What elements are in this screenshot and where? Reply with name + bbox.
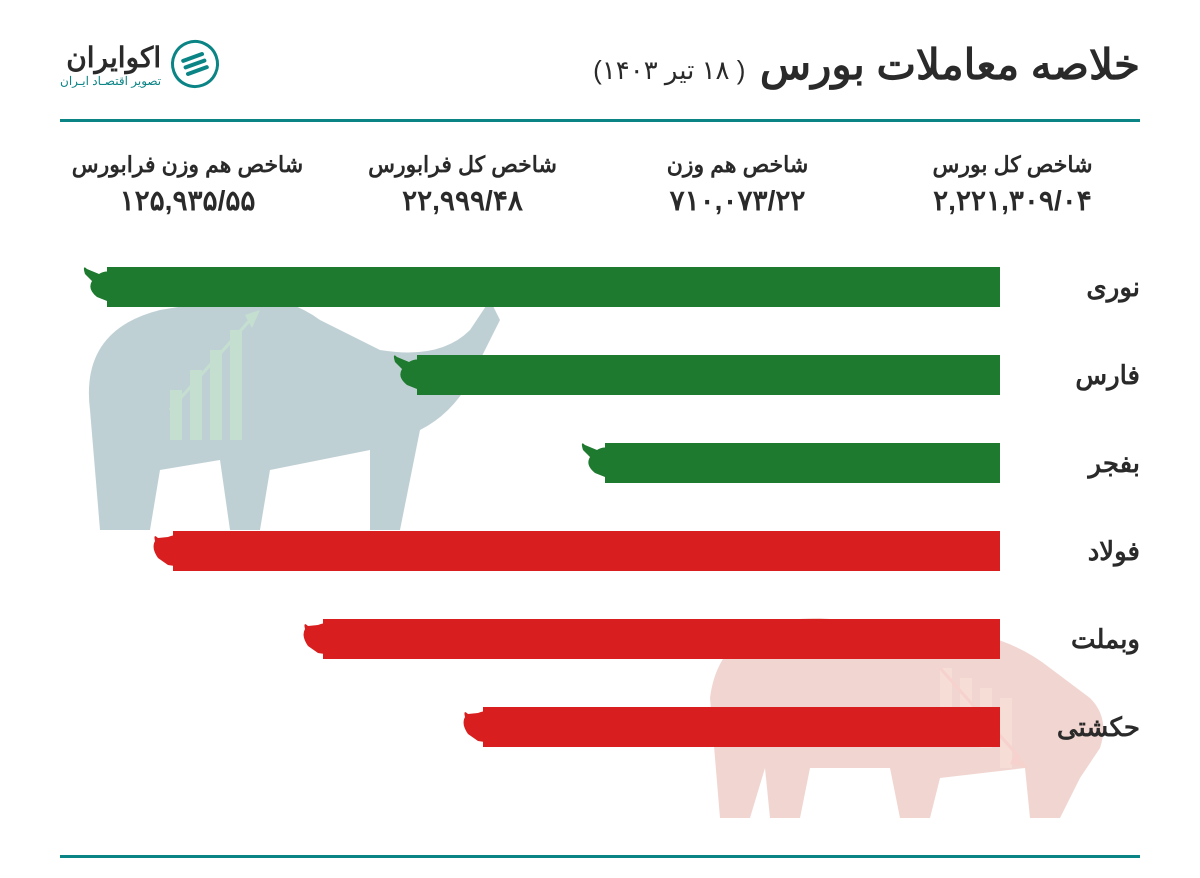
footer-divider xyxy=(60,855,1140,858)
header-divider xyxy=(60,119,1140,122)
bear-head-icon xyxy=(143,523,198,578)
logo-icon xyxy=(164,33,226,95)
loser-bar-row: فولاد xyxy=(60,521,1140,581)
logo-text: اکوایران xyxy=(60,41,161,74)
indices-row: شاخص کل بورس ۲,۲۲۱,۳۰۹/۰۴ شاخص هم وزن ۷۱… xyxy=(0,152,1200,217)
bear-head-icon xyxy=(293,611,348,666)
index-equal-weight-farabourse: شاخص هم وزن فرابورس ۱۲۵,۹۳۵/۵۵ xyxy=(60,152,315,217)
date-subtitle: ( ۱۸ تیر ۱۴۰۳) xyxy=(593,55,745,85)
bear-head-icon xyxy=(453,699,508,754)
logo-subtext: تصویر اقتصـاد ایـران xyxy=(60,74,161,88)
bull-head-icon xyxy=(575,435,630,490)
header: خلاصه معاملات بورس ( ۱۸ تیر ۱۴۰۳) اکوایر… xyxy=(0,0,1200,109)
index-total-farabourse: شاخص کل فرابورس ۲۲,۹۹۹/۴۸ xyxy=(335,152,590,217)
page-title: خلاصه معاملات بورس xyxy=(760,41,1140,88)
loser-bar-row: حکشتی xyxy=(60,697,1140,757)
logo: اکوایران تصویر اقتصـاد ایـران xyxy=(60,40,219,88)
loser-bar xyxy=(483,707,1000,747)
gainer-bar xyxy=(417,355,1000,395)
loser-bar-row: وبملت xyxy=(60,609,1140,669)
bars-chart: نوری فارس بفجر xyxy=(0,257,1200,757)
index-total-bourse: شاخص کل بورس ۲,۲۲۱,۳۰۹/۰۴ xyxy=(885,152,1140,217)
gainer-bar xyxy=(107,267,1000,307)
index-equal-weight: شاخص هم وزن ۷۱۰,۰۷۳/۲۲ xyxy=(610,152,865,217)
loser-bar xyxy=(173,531,1000,571)
gainer-bar xyxy=(605,443,1000,483)
bull-head-icon xyxy=(387,347,442,402)
gainer-bar-row: فارس xyxy=(60,345,1140,405)
loser-bar xyxy=(323,619,1000,659)
gainer-bar-row: نوری xyxy=(60,257,1140,317)
gainer-bar-row: بفجر xyxy=(60,433,1140,493)
bull-head-icon xyxy=(77,259,132,314)
